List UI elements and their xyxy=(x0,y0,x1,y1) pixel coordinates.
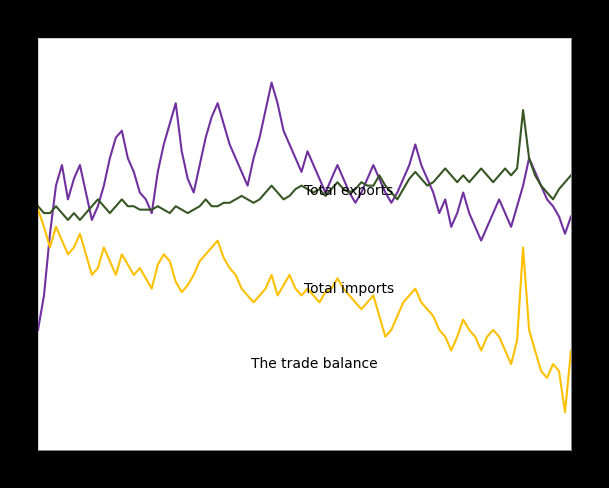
Text: The trade balance: The trade balance xyxy=(251,357,378,370)
Text: Total exports: Total exports xyxy=(304,183,394,198)
Text: Total imports: Total imports xyxy=(304,283,395,296)
